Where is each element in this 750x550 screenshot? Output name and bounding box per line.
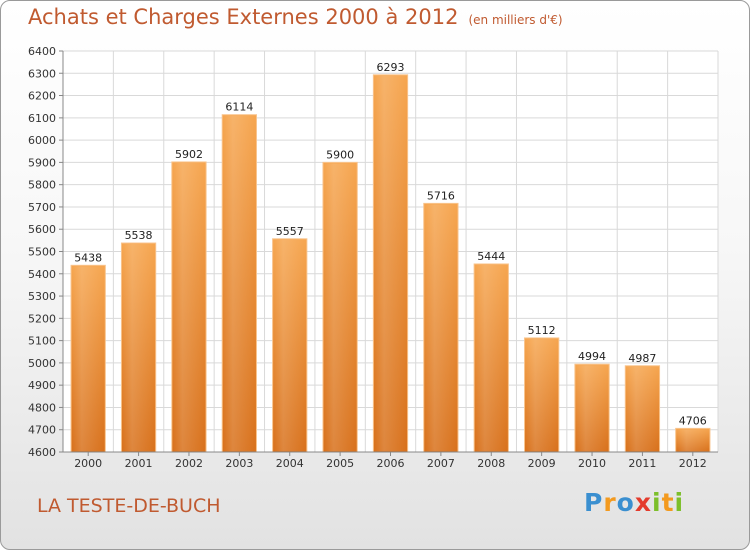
data-label: 6293 xyxy=(377,61,405,74)
data-label: 5538 xyxy=(125,229,153,242)
data-label: 5716 xyxy=(427,189,455,202)
axes: 4600 4700 4800 4900 5000 5100 5200 5300 5400 5500… xyxy=(28,45,718,470)
logo-letter: r xyxy=(603,488,617,517)
y-tick-label: 5000 xyxy=(28,357,56,370)
proxiti-logo: Proxiti xyxy=(584,488,684,517)
data-label: 5438 xyxy=(74,251,102,264)
logo-letter: i xyxy=(652,488,662,517)
y-tick-label: 5200 xyxy=(28,312,56,325)
data-label: 5902 xyxy=(175,148,203,161)
city-name: LA TESTE-DE-BUCH xyxy=(37,495,221,517)
y-tick-label: 6200 xyxy=(28,90,56,103)
y-tick-label: 5900 xyxy=(28,156,56,169)
bar-shine xyxy=(122,244,155,451)
data-label: 5112 xyxy=(528,324,556,337)
bar-shine xyxy=(273,239,306,451)
x-tick-label: 2004 xyxy=(276,457,304,470)
x-tick-label: 2012 xyxy=(679,457,707,470)
y-tick-label: 4600 xyxy=(28,446,56,459)
bar-shine xyxy=(424,204,458,451)
logo-letter: t xyxy=(661,488,675,517)
x-tick-label: 2001 xyxy=(125,457,153,470)
bar-shine xyxy=(626,366,659,451)
y-tick-label: 6400 xyxy=(28,45,56,58)
x-tick-label: 2008 xyxy=(477,457,505,470)
x-tick-label: 2002 xyxy=(175,457,203,470)
y-tick-label: 5100 xyxy=(28,335,56,348)
y-tick-label: 5700 xyxy=(28,201,56,214)
bar-shine xyxy=(475,264,508,451)
logo-letter: x xyxy=(634,488,652,517)
bar-shine xyxy=(223,115,256,451)
bar-shine xyxy=(676,429,709,451)
y-tick-label: 4700 xyxy=(28,424,56,437)
y-tick-label: 4900 xyxy=(28,379,56,392)
y-tick-label: 5600 xyxy=(28,223,56,236)
y-tick-label: 4800 xyxy=(28,401,56,414)
bar-shine xyxy=(575,365,609,451)
y-tick-label: 6000 xyxy=(28,134,56,147)
x-tick-label: 2005 xyxy=(326,457,354,470)
bar-shine xyxy=(172,162,206,451)
bars: 5438 5538 5902 6114 5557 5900 6293 5716 5444 5112… xyxy=(70,61,711,453)
y-tick-label: 6100 xyxy=(28,112,56,125)
x-tick-label: 2010 xyxy=(578,457,606,470)
bar-shine xyxy=(525,338,558,451)
bar-shine xyxy=(72,266,105,451)
y-tick-label: 5800 xyxy=(28,179,56,192)
bar-shine xyxy=(374,75,407,451)
y-tick-label: 5500 xyxy=(28,246,56,259)
bar-shine xyxy=(323,163,357,451)
title-block: Achats et Charges Externes 2000 à 2012 (e… xyxy=(28,5,563,29)
x-tick-label: 2007 xyxy=(427,457,455,470)
y-tick-label: 5300 xyxy=(28,290,56,303)
x-tick-label: 2006 xyxy=(377,457,405,470)
chart-subtitle: (en milliers d'€) xyxy=(468,13,563,27)
data-label: 4994 xyxy=(578,350,606,363)
data-label: 6114 xyxy=(225,101,253,114)
logo-letter: i xyxy=(674,488,685,517)
logo-letter: P xyxy=(584,488,604,517)
chart-title: Achats et Charges Externes 2000 à 2012 xyxy=(28,5,459,29)
logo-letter: o xyxy=(616,488,635,517)
data-label: 4987 xyxy=(628,352,656,365)
data-label: 5557 xyxy=(276,225,304,238)
x-tick-label: 2009 xyxy=(528,457,556,470)
y-tick-label: 6300 xyxy=(28,67,56,80)
x-tick-label: 2000 xyxy=(74,457,102,470)
data-label: 5444 xyxy=(477,250,505,263)
data-label: 4706 xyxy=(679,414,707,427)
data-label: 5900 xyxy=(326,148,354,161)
x-tick-label: 2011 xyxy=(628,457,656,470)
y-tick-label: 5400 xyxy=(28,268,56,281)
x-tick-label: 2003 xyxy=(225,457,253,470)
